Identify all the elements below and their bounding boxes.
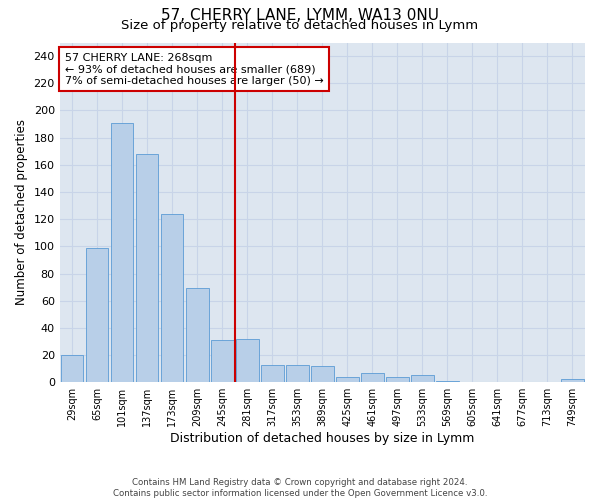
Bar bbox=[161, 214, 184, 382]
Bar bbox=[61, 355, 83, 382]
Y-axis label: Number of detached properties: Number of detached properties bbox=[15, 120, 28, 306]
Text: 57, CHERRY LANE, LYMM, WA13 0NU: 57, CHERRY LANE, LYMM, WA13 0NU bbox=[161, 8, 439, 22]
Bar bbox=[336, 377, 359, 382]
Text: Size of property relative to detached houses in Lymm: Size of property relative to detached ho… bbox=[121, 19, 479, 32]
Bar bbox=[111, 122, 133, 382]
Bar bbox=[236, 338, 259, 382]
Bar bbox=[211, 340, 233, 382]
Bar bbox=[411, 376, 434, 382]
Text: Contains HM Land Registry data © Crown copyright and database right 2024.
Contai: Contains HM Land Registry data © Crown c… bbox=[113, 478, 487, 498]
Bar bbox=[261, 364, 284, 382]
X-axis label: Distribution of detached houses by size in Lymm: Distribution of detached houses by size … bbox=[170, 432, 475, 445]
Bar bbox=[361, 372, 383, 382]
Bar bbox=[136, 154, 158, 382]
Bar bbox=[561, 380, 584, 382]
Bar bbox=[436, 381, 458, 382]
Bar bbox=[86, 248, 109, 382]
Bar bbox=[286, 364, 308, 382]
Bar bbox=[386, 377, 409, 382]
Bar bbox=[186, 288, 209, 382]
Text: 57 CHERRY LANE: 268sqm
← 93% of detached houses are smaller (689)
7% of semi-det: 57 CHERRY LANE: 268sqm ← 93% of detached… bbox=[65, 52, 323, 86]
Bar bbox=[311, 366, 334, 382]
